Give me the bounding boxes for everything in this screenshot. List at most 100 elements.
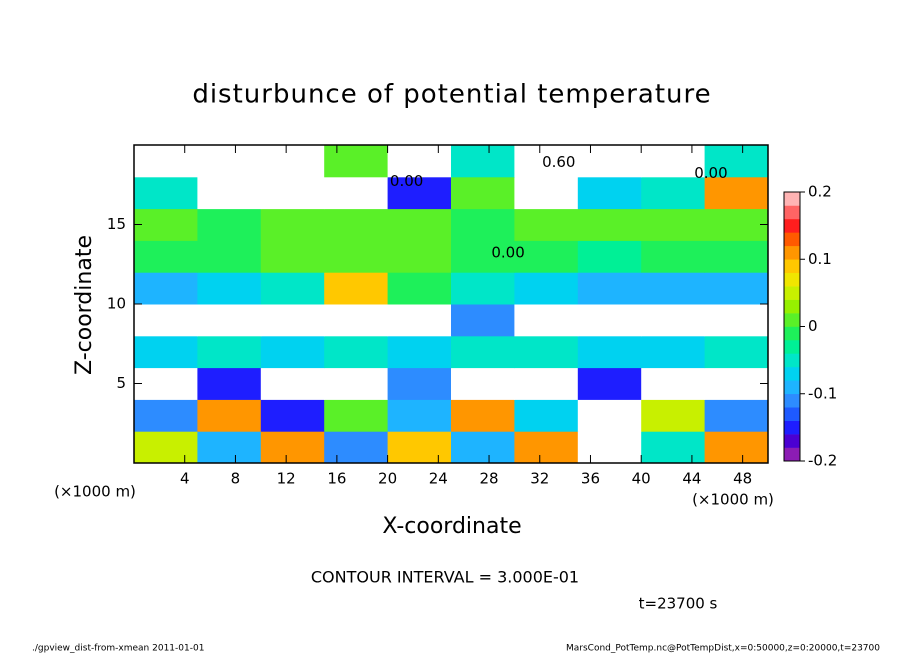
cell bbox=[514, 431, 579, 464]
cell bbox=[577, 367, 642, 400]
cell bbox=[387, 367, 452, 400]
colorbar-tick-label: 0 bbox=[808, 317, 818, 335]
cell bbox=[260, 367, 325, 400]
cell bbox=[260, 208, 325, 241]
cell bbox=[387, 399, 452, 432]
cell bbox=[324, 431, 389, 464]
colorbar-swatch bbox=[784, 313, 800, 327]
x-tick-label: 36 bbox=[581, 470, 600, 488]
colorbar-swatch bbox=[784, 245, 800, 260]
cell bbox=[514, 335, 579, 369]
colorbar-swatch bbox=[784, 326, 800, 341]
cell bbox=[260, 272, 325, 305]
contour-label: 0.00 bbox=[491, 244, 524, 262]
cell bbox=[641, 208, 706, 241]
cell bbox=[324, 145, 389, 178]
colorbar-tick-label: 0.2 bbox=[808, 183, 832, 201]
cell bbox=[577, 431, 642, 464]
cell bbox=[641, 399, 706, 432]
cell bbox=[451, 304, 515, 337]
cell bbox=[134, 272, 198, 305]
footer-left: ./gpview_dist-from-xmean 2011-01-01 bbox=[32, 644, 204, 654]
colorbar-tick-label: -0.2 bbox=[808, 452, 837, 470]
cell bbox=[514, 145, 579, 178]
colorbar-swatch bbox=[784, 272, 800, 287]
cell bbox=[641, 431, 706, 464]
cell bbox=[387, 431, 452, 464]
cell bbox=[324, 272, 389, 305]
x-tick-label: 40 bbox=[632, 470, 651, 488]
cell bbox=[577, 399, 642, 432]
cell bbox=[197, 304, 262, 337]
cell bbox=[387, 208, 452, 241]
y-tick-label: 15 bbox=[107, 215, 126, 233]
colorbar-tick-label: -0.1 bbox=[808, 384, 837, 402]
cell bbox=[514, 272, 579, 305]
cell bbox=[197, 367, 262, 400]
chart-title: disturbunce of potential temperature bbox=[192, 80, 711, 110]
x-tick-label: 44 bbox=[682, 470, 701, 488]
cell bbox=[641, 240, 706, 273]
cell bbox=[197, 240, 262, 273]
cell bbox=[641, 335, 706, 369]
x-axis-label: X-coordinate bbox=[382, 514, 521, 539]
cell bbox=[197, 176, 262, 210]
y-axis-label: Z-coordinate bbox=[72, 235, 97, 375]
x-tick-label: 24 bbox=[429, 470, 448, 488]
cell bbox=[260, 335, 325, 369]
colorbar-swatch bbox=[784, 434, 800, 448]
cell bbox=[704, 399, 769, 432]
cell bbox=[514, 367, 579, 400]
cell bbox=[134, 145, 198, 178]
colorbar-swatch bbox=[784, 380, 800, 395]
contour-label: 0.00 bbox=[390, 172, 423, 190]
contour-interval: CONTOUR INTERVAL = 3.000E-01 bbox=[311, 568, 579, 587]
cell bbox=[514, 240, 579, 273]
contour-label: 0.00 bbox=[694, 164, 727, 182]
x-tick-label: 32 bbox=[530, 470, 549, 488]
cell bbox=[134, 335, 198, 369]
colorbar-swatch bbox=[784, 393, 800, 408]
cell bbox=[387, 335, 452, 369]
cell bbox=[134, 208, 198, 241]
cell bbox=[451, 335, 515, 369]
cell bbox=[134, 431, 198, 464]
cell bbox=[451, 399, 515, 432]
cell bbox=[387, 176, 452, 210]
cell bbox=[197, 335, 262, 369]
contour-label: 0.60 bbox=[542, 153, 575, 171]
cell bbox=[704, 145, 769, 178]
cell bbox=[641, 304, 706, 337]
cell bbox=[197, 208, 262, 241]
x-tick-label: 8 bbox=[231, 470, 241, 488]
cell bbox=[387, 145, 452, 178]
x-tick-label: 4 bbox=[180, 470, 190, 488]
x-tick-label: 20 bbox=[378, 470, 397, 488]
footer-right: MarsCond_PotTemp.nc@PotTempDist,x=0:5000… bbox=[566, 644, 880, 654]
cell bbox=[704, 335, 769, 369]
colorbar-swatch bbox=[784, 218, 800, 233]
cell bbox=[577, 208, 642, 241]
colorbar-swatch bbox=[784, 407, 800, 421]
cell bbox=[260, 431, 325, 464]
cell bbox=[641, 367, 706, 400]
cell bbox=[134, 240, 198, 273]
x-tick-label: 48 bbox=[733, 470, 752, 488]
cell bbox=[704, 272, 769, 305]
cell bbox=[704, 431, 769, 464]
cell bbox=[704, 208, 769, 241]
cell bbox=[324, 335, 389, 369]
colorbar-swatch bbox=[784, 339, 800, 354]
cell bbox=[134, 176, 198, 210]
cell bbox=[451, 272, 515, 305]
cell bbox=[704, 367, 769, 400]
cell bbox=[577, 272, 642, 305]
colorbar-swatch bbox=[784, 447, 800, 462]
cell bbox=[197, 272, 262, 305]
colorbar-swatch bbox=[784, 366, 800, 381]
cell bbox=[514, 399, 579, 432]
cell bbox=[641, 176, 706, 210]
cell bbox=[451, 208, 515, 241]
cell bbox=[451, 367, 515, 400]
